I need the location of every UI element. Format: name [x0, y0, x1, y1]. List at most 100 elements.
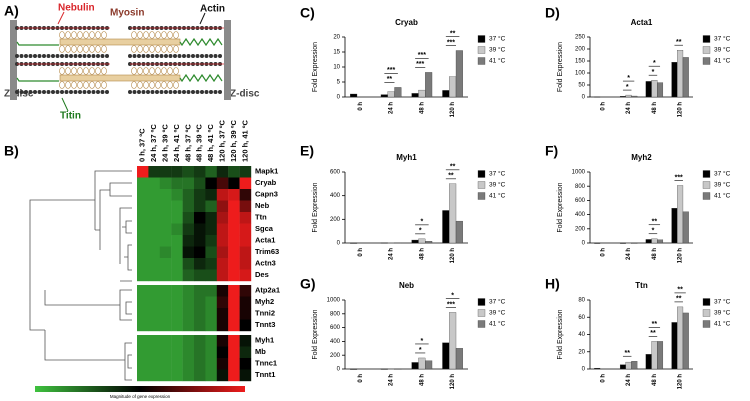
- bar: [625, 242, 632, 244]
- y-tick-label: 0: [337, 241, 341, 247]
- y-tick-label: 150: [575, 59, 586, 65]
- x-tick-label: 120 h: [450, 374, 456, 390]
- myosin-head: [137, 81, 143, 89]
- legend-swatch: [477, 192, 486, 200]
- heatmap-cell: [216, 296, 229, 309]
- bar: [651, 80, 658, 98]
- row-label: Neb: [255, 201, 270, 210]
- heatmap-cell: [194, 346, 206, 359]
- heatmap-cell: [228, 296, 240, 309]
- myosin-head: [161, 45, 167, 53]
- myosin-label: Myosin: [110, 8, 144, 19]
- heatmap-cell: [205, 223, 217, 236]
- heatmap-cell: [216, 319, 229, 332]
- chart-title: Myh2: [631, 153, 652, 162]
- bar: [645, 239, 652, 244]
- heatmap-cell: [182, 346, 195, 359]
- heatmap-cell: [171, 319, 183, 332]
- y-tick-label: 20: [578, 349, 585, 355]
- significance-label: ***: [418, 52, 426, 59]
- heatmap-cell: [228, 285, 240, 297]
- heatmap-cell: [137, 223, 149, 236]
- bar: [671, 208, 678, 244]
- actin-bead: [55, 90, 60, 94]
- heatmap-cell: [148, 269, 160, 282]
- actin-bead: [37, 54, 42, 58]
- myosin-head: [155, 31, 161, 39]
- chart-title: Myh1: [396, 153, 417, 162]
- heatmap-cell: [182, 189, 195, 201]
- legend-label: 39 °C: [714, 309, 731, 317]
- myosin-head: [149, 45, 155, 53]
- heatmap-cell: [228, 246, 240, 259]
- heatmap-cell: [171, 246, 183, 259]
- actin-bead: [69, 90, 73, 94]
- actin-bead: [191, 90, 195, 94]
- myosin-head: [95, 45, 101, 53]
- legend-label: 37 °C: [489, 298, 506, 306]
- heatmap-cell: [159, 246, 172, 259]
- column-label: 48 h, 41 ºC: [206, 124, 215, 162]
- actin-bead: [82, 54, 87, 58]
- bar: [625, 361, 632, 370]
- heatmap-cell: [159, 308, 172, 320]
- heatmap-cell: [159, 189, 172, 201]
- myosin-head: [59, 45, 65, 53]
- bar: [619, 364, 626, 370]
- myosin-head: [83, 81, 89, 89]
- y-tick-label: 400: [330, 339, 341, 345]
- y-tick-label: 200: [575, 47, 586, 53]
- myosin-head: [101, 45, 107, 53]
- myosin-head: [137, 31, 143, 39]
- y-tick-label: 0: [582, 95, 586, 101]
- x-tick-label: 48 h: [419, 374, 425, 386]
- heatmap-cell: [239, 189, 252, 201]
- legend-label: 41 °C: [714, 57, 731, 65]
- heatmap-cell: [228, 346, 240, 359]
- bar: [449, 183, 457, 244]
- legend-label: 37 °C: [714, 35, 731, 43]
- myosin-head: [155, 45, 161, 53]
- color-legend: [35, 386, 245, 392]
- bar: [418, 357, 426, 370]
- heatmap-cell: [171, 223, 183, 236]
- actin-bead: [37, 90, 42, 94]
- heatmap-cell: [148, 177, 160, 190]
- actin-bead: [24, 90, 28, 94]
- actin-bead: [213, 54, 218, 58]
- heatmap-cell: [194, 200, 206, 213]
- bar: [455, 50, 463, 98]
- myosin-head: [167, 81, 173, 89]
- heatmap-cell: [171, 335, 183, 347]
- myosin-head: [167, 45, 173, 53]
- legend-swatch: [702, 309, 711, 317]
- bar: [677, 185, 684, 244]
- heatmap-cell: [239, 358, 252, 370]
- bar: [350, 242, 358, 244]
- bar: [425, 241, 433, 244]
- heatmap-cell: [239, 319, 252, 332]
- significance-label: *: [419, 347, 422, 354]
- actin-bead: [128, 54, 132, 58]
- y-tick-label: 60: [578, 315, 585, 321]
- actin-bead: [141, 54, 146, 58]
- column-label: 24 h, 39 ºC: [160, 124, 169, 162]
- heatmap-cell: [216, 235, 229, 247]
- legend-label: 37 °C: [489, 35, 506, 43]
- actin-bead: [91, 54, 96, 58]
- y-axis-label: Fold Expression: [557, 42, 564, 92]
- actin-bead: [46, 90, 51, 94]
- heatmap-cell: [205, 285, 217, 297]
- bar: [631, 95, 638, 98]
- heatmap-cell: [182, 369, 195, 382]
- heatmap-cell: [148, 235, 160, 247]
- myosin-head: [71, 45, 77, 53]
- heatmap-cell: [228, 189, 240, 201]
- heatmap-cell: [205, 346, 217, 359]
- actin-bead: [82, 90, 87, 94]
- x-tick-label: 48 h: [419, 102, 425, 114]
- actin-bead: [15, 54, 19, 58]
- actin-bead: [159, 54, 164, 58]
- z-disc: [10, 20, 17, 100]
- heatmap-cell: [205, 369, 217, 382]
